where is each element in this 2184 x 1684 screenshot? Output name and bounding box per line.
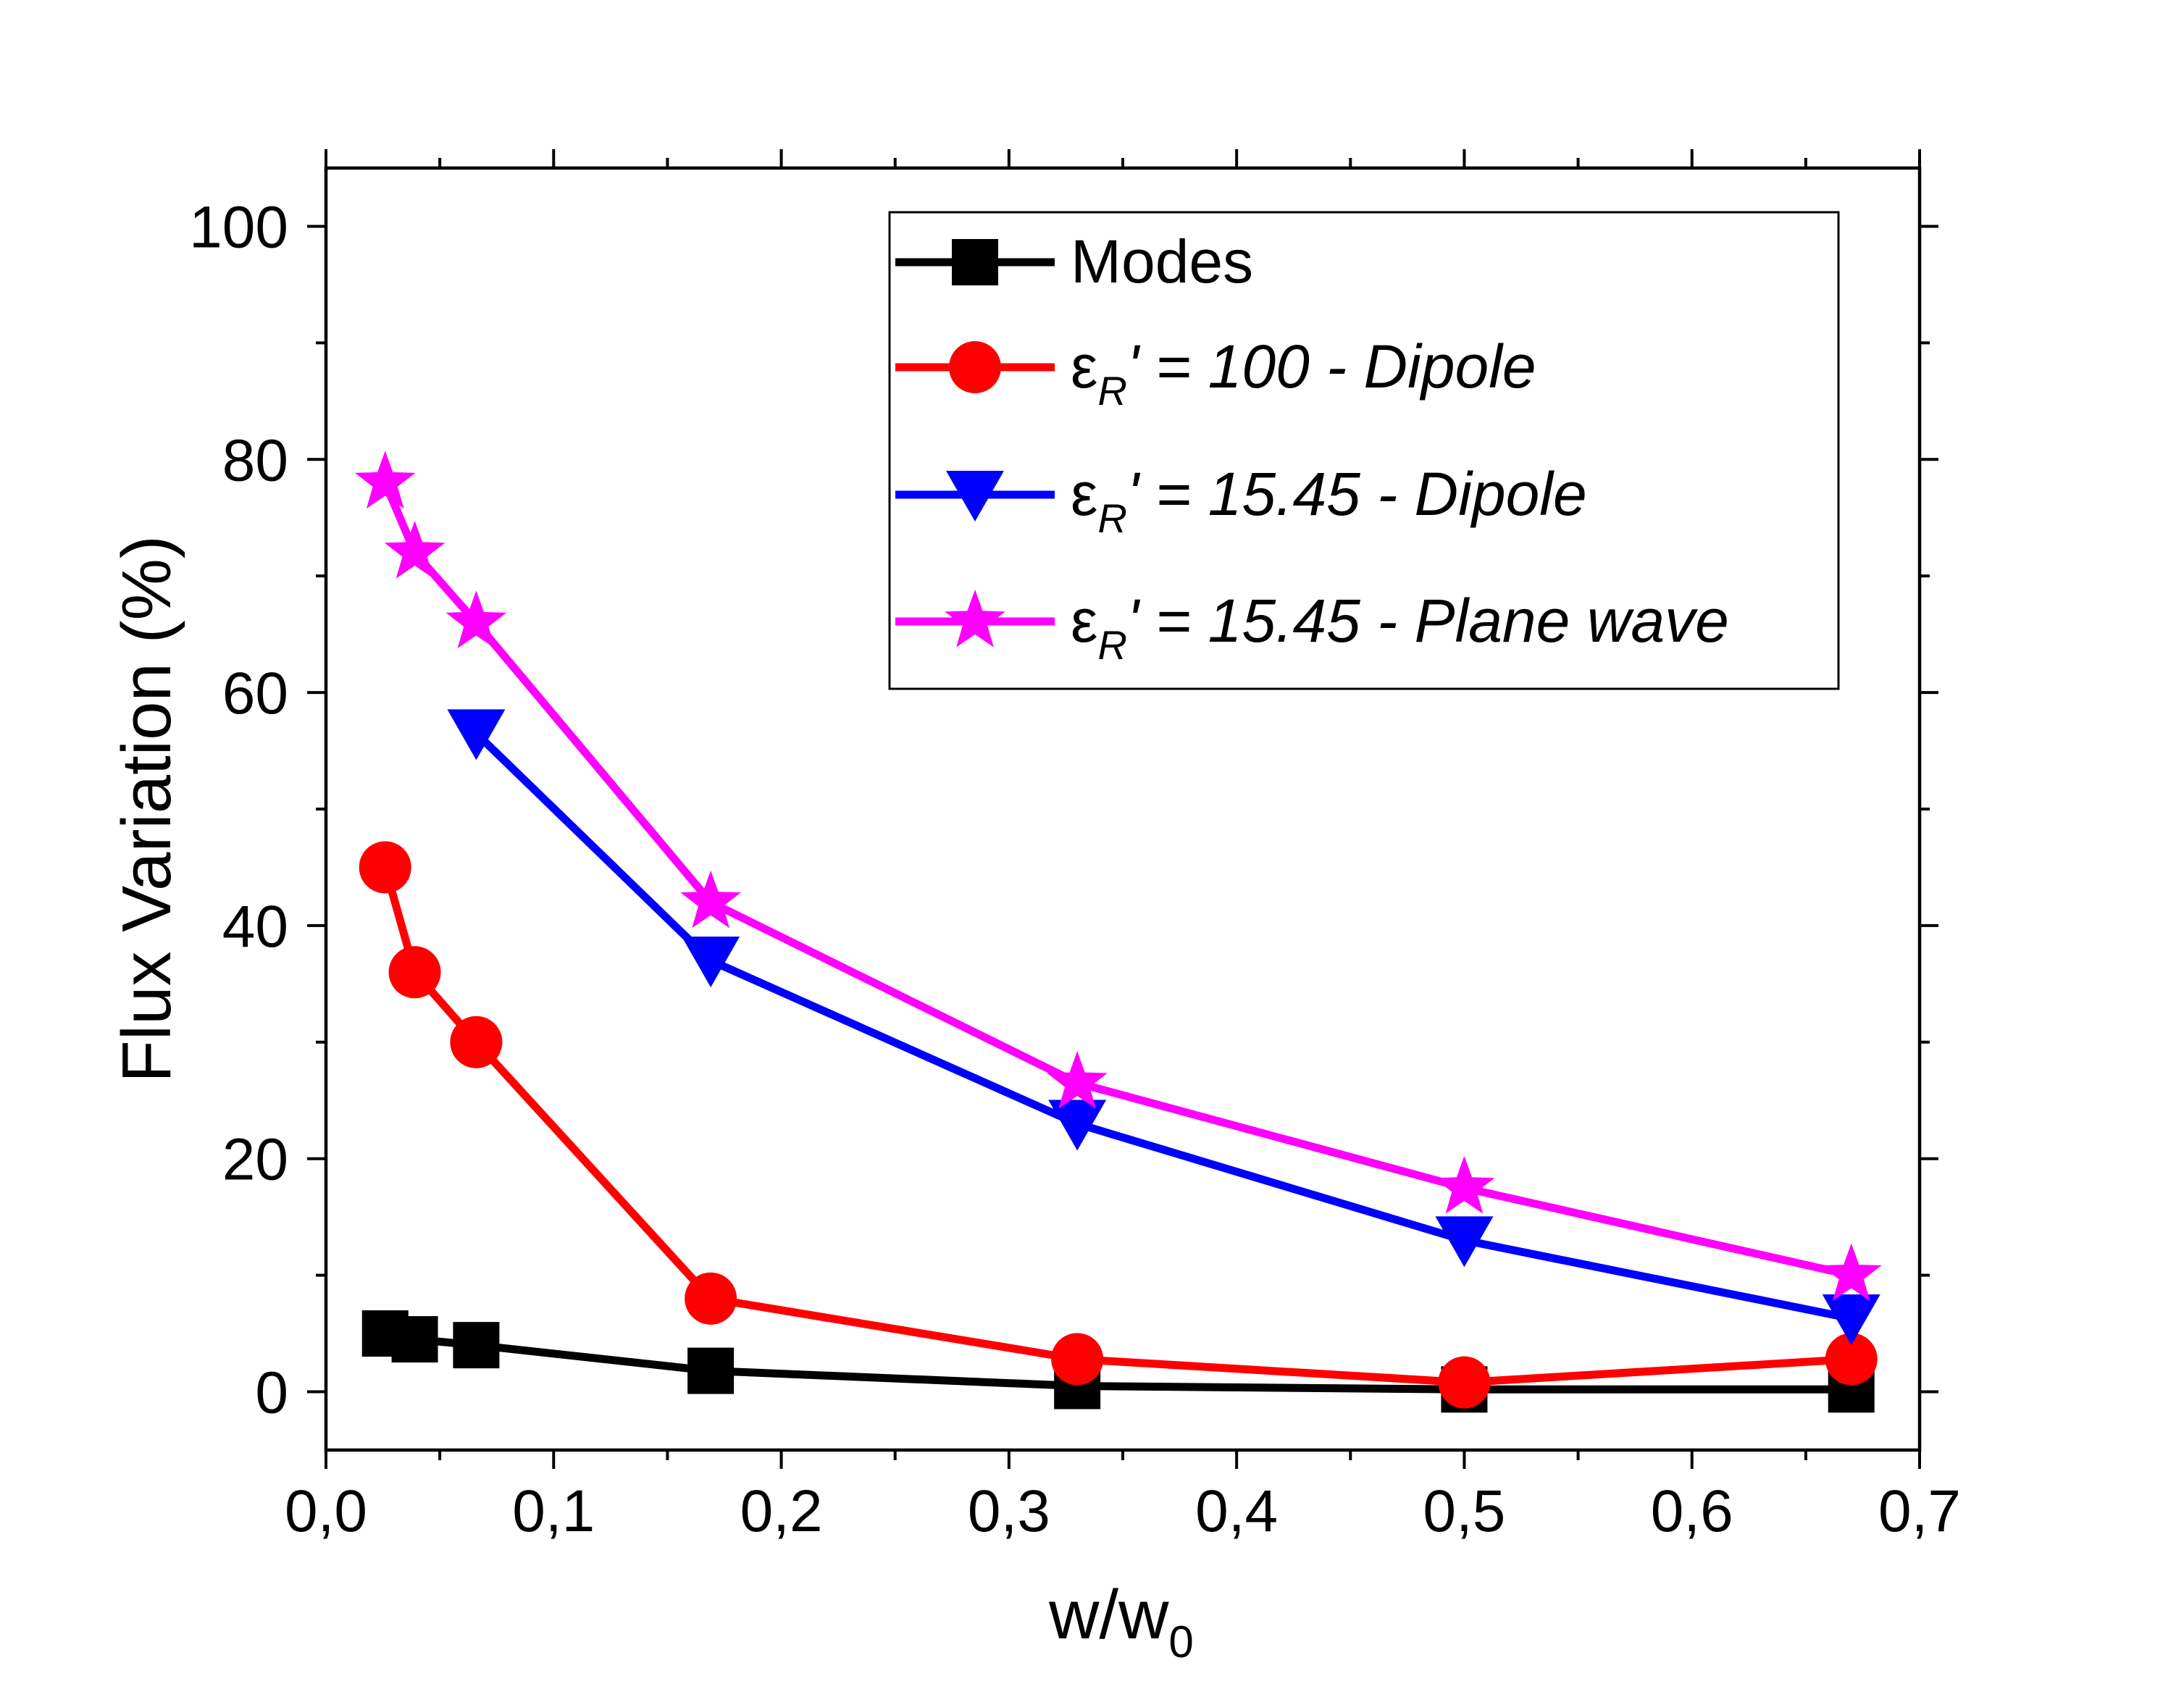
y-tick-label: 40 — [222, 894, 288, 960]
y-tick-label: 100 — [189, 194, 288, 260]
data-point — [1820, 1243, 1882, 1302]
y-tick-label: 80 — [222, 427, 288, 493]
legend-label-symbol: ε — [1071, 460, 1097, 528]
data-point — [450, 1015, 503, 1068]
legend-marker — [945, 590, 1005, 648]
series-2 — [447, 709, 1880, 1346]
data-point — [447, 709, 506, 761]
legend-label-text: ' = 15.45 - Dipole — [1127, 460, 1587, 528]
data-point — [1048, 1099, 1107, 1151]
legend-marker — [946, 471, 1004, 521]
legend-label-symbol: ε — [1071, 587, 1097, 655]
data-point — [384, 521, 445, 579]
data-point — [453, 1322, 500, 1369]
data-point — [391, 1316, 438, 1363]
x-tick-label: 0,4 — [1195, 1478, 1278, 1544]
y-tick-label: 60 — [222, 661, 288, 726]
x-tick-label: 0,0 — [285, 1478, 367, 1544]
legend-entry: εR' = 15.45 - Plane wave — [895, 587, 1729, 668]
legend-label: Modes — [1071, 227, 1253, 296]
legend-label-subscript: R — [1097, 495, 1126, 541]
legend-box — [888, 211, 1840, 690]
data-point — [680, 870, 741, 929]
legend-entry: εR' = 15.45 - Dipole — [895, 460, 1587, 541]
data-point — [682, 937, 740, 988]
series-layer — [354, 451, 1882, 1413]
legend-label: εR' = 15.45 - Dipole — [1071, 460, 1587, 541]
x-tick-label: 0,5 — [1423, 1478, 1505, 1544]
data-point — [388, 946, 441, 999]
series-3 — [354, 451, 1882, 1302]
y-axis-title: Flux Variation (%) — [108, 535, 185, 1083]
legend-label-subscript: R — [1097, 368, 1126, 414]
plot-area: 0,0 0,1 0,2 0,3 0,4 0,5 0,6 0,7 0 20 40 60 80 100 — [189, 149, 1961, 1544]
legend-label-subscript: R — [1097, 622, 1126, 668]
legend-label: εR' = 100 - Dipole — [1071, 332, 1536, 414]
legend-label-text: ' = 15.45 - Plane wave — [1127, 587, 1729, 655]
x-tick-label: 0,7 — [1878, 1478, 1961, 1544]
legend-marker — [952, 239, 998, 285]
data-point — [1438, 1356, 1491, 1409]
data-point — [685, 1272, 737, 1325]
legend-marker — [949, 341, 1001, 393]
x-axis-title-subscript: 0 — [1168, 1617, 1193, 1667]
legend-label-text: ' = 100 - Dipole — [1127, 332, 1536, 401]
x-axis-title-main: w/w — [1048, 1576, 1169, 1654]
data-point — [359, 841, 411, 894]
x-tick-label: 0,6 — [1651, 1478, 1733, 1544]
y-tick-label: 20 — [222, 1127, 288, 1193]
data-point — [354, 451, 416, 509]
data-point — [687, 1347, 735, 1394]
x-tick-label: 0,3 — [968, 1478, 1050, 1544]
data-point — [1435, 1216, 1494, 1268]
data-point — [1434, 1156, 1495, 1214]
legend-label: εR' = 15.45 - Plane wave — [1071, 587, 1729, 668]
data-point — [1822, 1294, 1880, 1346]
data-point — [1047, 1051, 1108, 1109]
data-point — [445, 590, 507, 649]
legend-label-symbol: ε — [1071, 332, 1097, 401]
x-tick-label: 0,2 — [740, 1478, 823, 1544]
axis-ticks — [307, 149, 1938, 1469]
data-point — [1051, 1333, 1104, 1386]
y-tick-label: 0 — [255, 1360, 288, 1426]
series-1 — [359, 841, 1878, 1409]
x-axis-title: w/w0 — [1048, 1576, 1194, 1667]
legend-entry: Modes — [895, 227, 1253, 296]
data-point — [1825, 1333, 1878, 1386]
axis-tick-labels: 0,0 0,1 0,2 0,3 0,4 0,5 0,6 0,7 0 20 40 60 80 100 — [189, 194, 1961, 1544]
x-tick-label: 0,1 — [512, 1478, 595, 1544]
legend-entry: εR' = 100 - Dipole — [895, 332, 1536, 414]
